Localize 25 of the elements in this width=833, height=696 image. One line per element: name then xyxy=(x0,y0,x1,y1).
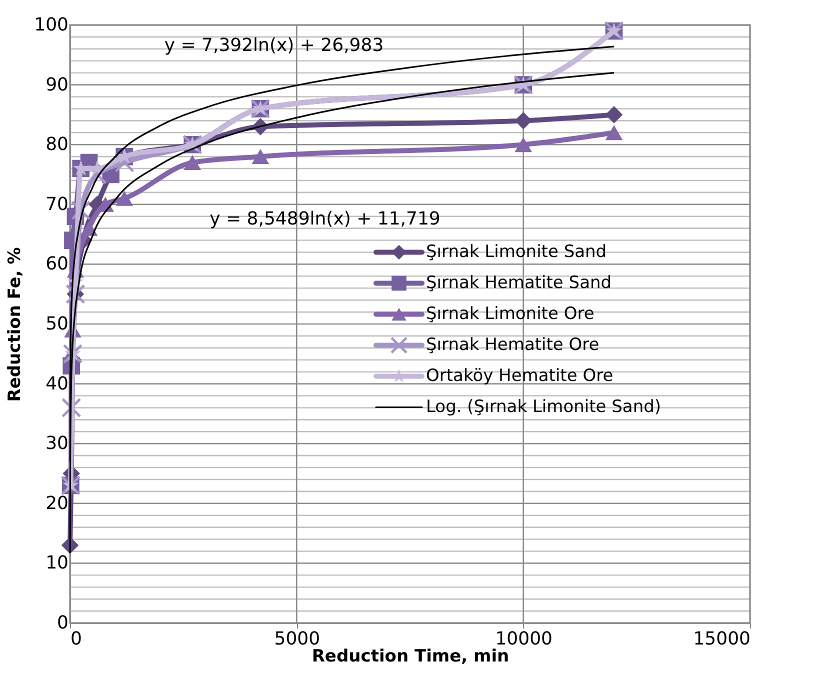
y-axis-title: Reduction Fe, % xyxy=(5,247,26,402)
y-tick-label: 40 xyxy=(46,373,68,394)
legend-label: Şırnak Limonite Ore xyxy=(426,304,594,324)
legend-label: Ortaköy Hematite Ore xyxy=(426,366,614,386)
legend-label: Log. (Şırnak Limonite Sand) xyxy=(426,397,662,418)
y-tick-label: 70 xyxy=(46,194,68,215)
y-tick-label: 90 xyxy=(46,74,68,96)
x-tick-label: 10000 xyxy=(495,628,552,650)
y-tick-label: 20 xyxy=(46,492,68,514)
legend-label: Şırnak Limonite Sand xyxy=(426,242,607,262)
x-tick-label: 15000 xyxy=(693,628,750,650)
annotation: y = 8,5489ln(x) + 11,719 xyxy=(210,208,440,230)
y-tick-label: 60 xyxy=(46,254,68,275)
x-tick-label: 0 xyxy=(70,628,82,650)
y-tick-label: 50 xyxy=(46,314,68,334)
x-axis-title: Reduction Time, min xyxy=(312,646,510,666)
y-tick-label: 0 xyxy=(57,612,68,634)
legend-label: Şırnak Hematite Sand xyxy=(426,273,612,294)
x-tick-label: 5000 xyxy=(274,628,320,650)
y-tick-label: 80 xyxy=(46,134,68,156)
legend-label: Şırnak Hematite Ore xyxy=(426,335,600,356)
annotation: y = 7,392ln(x) + 26,983 xyxy=(164,34,384,56)
y-tick-label: 10 xyxy=(46,552,68,574)
y-tick-label: 30 xyxy=(46,433,68,454)
y-tick-label: 100 xyxy=(34,14,68,36)
